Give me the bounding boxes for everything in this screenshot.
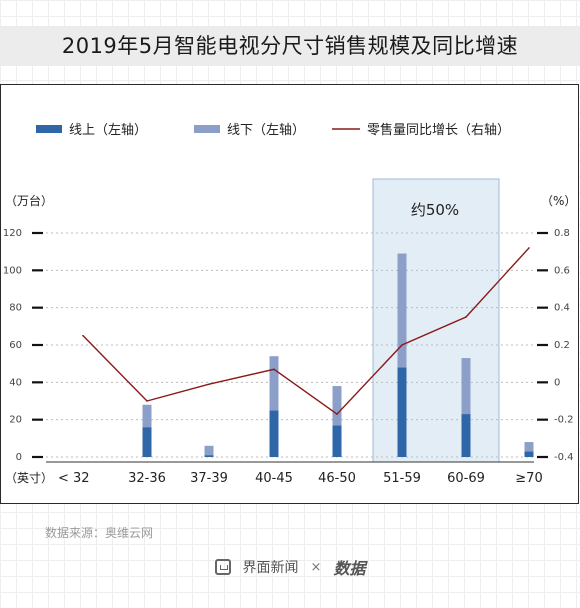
right-axis-unit: （%） (541, 194, 576, 208)
left-axis-tick-label: 0 (16, 452, 22, 463)
growth-point (273, 368, 275, 371)
left-axis-unit: （万台） (5, 193, 53, 208)
x-axis-unit: （英寸） (5, 471, 53, 485)
left-axis-tick-label: 40 (9, 377, 22, 388)
bar-online (332, 425, 342, 457)
legend-swatch (36, 125, 62, 133)
legend-label: 线下（左轴） (227, 123, 305, 138)
x-tick-label: 40-45 (255, 471, 293, 486)
bar-offline (524, 442, 534, 452)
growth-point (208, 383, 210, 386)
jiemian-logo-icon (214, 559, 231, 575)
legend-swatch (194, 125, 220, 133)
right-axis-tick-label: -0.4 (554, 452, 574, 463)
partner-logo: 数据 (333, 559, 366, 578)
right-axis-tick-label: 0.6 (554, 265, 570, 276)
right-axis-tick-label: -0.2 (554, 415, 574, 426)
bar-offline (461, 358, 471, 415)
growth-point (528, 247, 530, 249)
highlight-label: 约50% (411, 201, 459, 219)
bar-offline (397, 253, 407, 368)
bar-online (142, 427, 152, 457)
right-axis-tick-label: 0 (554, 377, 560, 388)
x-tick-label: < 32 (58, 471, 90, 486)
chart-panel: 约50% 0 20 40 60 80 100 120 -0.4 -0.2 0 0.2 0.4 0.6 0.8… (0, 84, 579, 504)
growth-point (146, 400, 148, 402)
bar-online (461, 414, 471, 457)
legend-label: 线上（左轴） (69, 123, 147, 138)
right-axis-tick-label: 0.4 (554, 303, 570, 314)
growth-point (336, 413, 338, 415)
bar-offline (142, 404, 152, 428)
chart-svg: 约50% 0 20 40 60 80 100 120 -0.4 -0.2 0 0.2 0.4 0.6 0.8… (3, 122, 577, 486)
growth-point (465, 316, 467, 318)
data-source: 数据来源：奥维云网 (45, 526, 154, 540)
footer: 界面新闻 × 数据 (0, 556, 580, 578)
left-axis-tick-label: 120 (3, 228, 22, 239)
growth-point (82, 334, 84, 337)
bar-offline (332, 386, 342, 426)
collab-separator: × (310, 559, 322, 575)
growth-line (82, 247, 530, 415)
page-title: 2019年5月智能电视分尺寸销售规模及同比增速 (61, 34, 519, 58)
x-tick-label: ≥70 (515, 471, 542, 486)
left-axis-tick-label: 80 (9, 303, 22, 314)
x-tick-label: 46-50 (318, 471, 356, 486)
right-axis-tick-label: 0.2 (554, 340, 570, 351)
x-tick-label: 37-39 (190, 471, 228, 486)
bar-online (524, 451, 534, 457)
bar-offline (204, 445, 214, 456)
growth-point (401, 344, 403, 346)
x-tick-label: 51-59 (383, 471, 421, 486)
x-tick-label: 32-36 (128, 471, 166, 486)
left-axis-tick-label: 100 (3, 265, 22, 276)
x-tick-label: 60-69 (447, 471, 485, 486)
bar-online (204, 455, 214, 457)
title-band (0, 26, 580, 66)
bar-offline (269, 356, 279, 411)
right-axis-tick-label: 0.8 (554, 228, 570, 239)
legend-label: 零售量同比增长（右轴） (367, 122, 510, 138)
brand-name: 界面新闻 (242, 560, 299, 576)
highlight-band (372, 178, 500, 463)
left-axis-tick-label: 60 (9, 340, 22, 351)
left-axis-tick-label: 20 (9, 415, 22, 426)
bar-online (269, 410, 279, 457)
bar-online (397, 367, 407, 457)
